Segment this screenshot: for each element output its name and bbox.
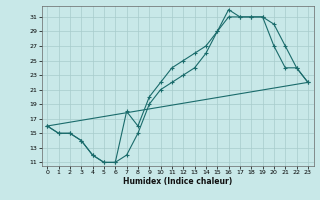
X-axis label: Humidex (Indice chaleur): Humidex (Indice chaleur) [123, 177, 232, 186]
